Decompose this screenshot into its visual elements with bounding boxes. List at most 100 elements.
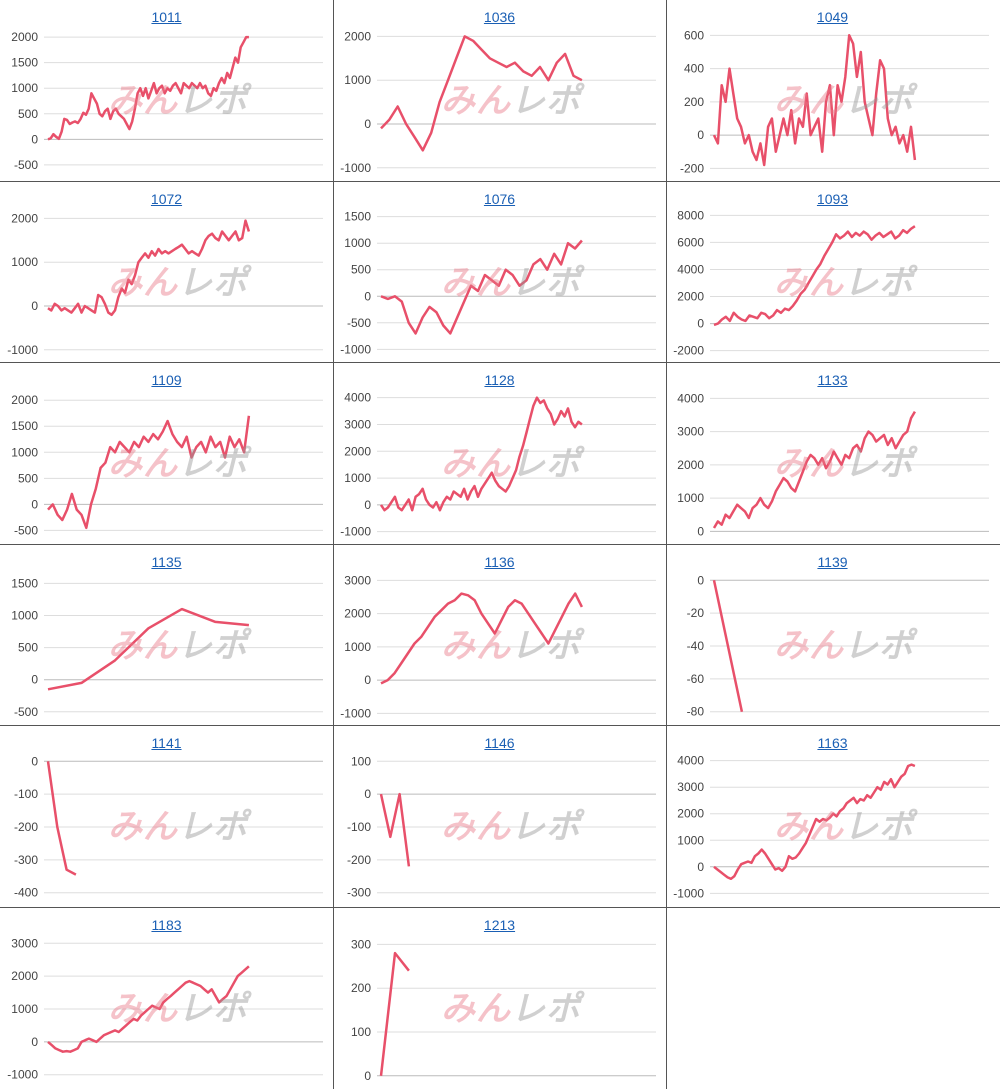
chart-cell: 1049 -200 0 200 400 600 みんレポ bbox=[666, 0, 999, 182]
chart-cell: 1072 -1000 0 1000 2000 みんレポ bbox=[0, 182, 333, 364]
chart-plot: -500 0 500 1000 1500 bbox=[11, 576, 323, 719]
y-tick-label: 1000 bbox=[677, 833, 704, 847]
chart-title-link[interactable]: 1128 bbox=[484, 372, 515, 388]
y-tick-label: 1500 bbox=[344, 210, 371, 224]
y-tick-label: 1000 bbox=[11, 445, 38, 459]
y-tick-label: -400 bbox=[14, 886, 38, 900]
y-tick-label: -300 bbox=[14, 853, 38, 867]
y-tick-label: 500 bbox=[351, 263, 371, 277]
y-tick-label: 1000 bbox=[11, 255, 38, 269]
y-tick-label: -500 bbox=[14, 523, 38, 537]
y-tick-label: 500 bbox=[18, 471, 38, 485]
chart-plot: -1000 0 1000 2000 3000 4000 bbox=[340, 391, 656, 539]
series-line bbox=[712, 410, 916, 529]
chart-title-link[interactable]: 1133 bbox=[817, 372, 848, 388]
y-tick-label: 2000 bbox=[11, 211, 38, 225]
chart-cell: 1011 -500 0 500 1000 1500 2000 みんレポ bbox=[0, 0, 333, 182]
y-tick-label: 2000 bbox=[11, 30, 38, 44]
grid-divider bbox=[0, 725, 1000, 726]
chart-title-link[interactable]: 1163 bbox=[817, 735, 848, 751]
series-line bbox=[47, 219, 251, 317]
chart-title-link[interactable]: 1036 bbox=[483, 9, 516, 25]
y-tick-label: 4000 bbox=[677, 754, 704, 768]
y-tick-label: 4000 bbox=[677, 262, 704, 276]
chart-plot: 0 1000 2000 3000 4000 bbox=[677, 391, 989, 538]
chart-title-link[interactable]: 1011 bbox=[151, 9, 182, 25]
y-tick-label: 1000 bbox=[11, 1002, 38, 1016]
y-tick-label: 2000 bbox=[344, 444, 371, 458]
y-tick-label: 0 bbox=[31, 132, 38, 146]
y-tick-label: 0 bbox=[697, 573, 704, 587]
chart-title-link[interactable]: 1136 bbox=[484, 554, 515, 570]
y-tick-label: 1000 bbox=[344, 73, 371, 87]
chart-title-link[interactable]: 1213 bbox=[483, 917, 516, 933]
y-tick-label: -1000 bbox=[7, 1068, 38, 1082]
chart-plot: -80 -60 -40 -20 0 bbox=[687, 573, 989, 719]
chart-title-link[interactable]: 1135 bbox=[151, 554, 182, 570]
y-tick-label: -2000 bbox=[673, 344, 704, 358]
y-tick-label: 200 bbox=[684, 95, 704, 109]
series-line bbox=[380, 239, 583, 335]
chart-title-link[interactable]: 1093 bbox=[816, 191, 849, 207]
y-tick-label: 3000 bbox=[11, 936, 38, 950]
chart-title-link[interactable]: 1109 bbox=[151, 372, 182, 388]
y-tick-label: 0 bbox=[31, 497, 38, 511]
chart-plot: -1000 0 1000 2000 bbox=[7, 211, 323, 357]
y-tick-label: 2000 bbox=[11, 393, 38, 407]
grid-divider bbox=[0, 362, 1000, 363]
chart-cell: 1133 0 1000 2000 3000 4000 みんレポ bbox=[666, 363, 999, 545]
chart-title-link[interactable]: 1139 bbox=[817, 554, 848, 570]
y-tick-label: -1000 bbox=[340, 706, 371, 720]
chart-title-link[interactable]: 1049 bbox=[816, 9, 849, 25]
chart-cell: 1128 -1000 0 1000 2000 3000 4000 みんレポ bbox=[333, 363, 666, 545]
y-tick-label: -200 bbox=[347, 853, 371, 867]
series-line bbox=[379, 951, 410, 1076]
series-line bbox=[379, 792, 411, 867]
chart-cell: 1141 -400 -300 -200 -100 0 みんレポ bbox=[0, 726, 333, 908]
y-tick-label: -1000 bbox=[7, 343, 38, 357]
chart-plot: -300 -200 -100 0 100 bbox=[347, 754, 656, 900]
chart-title-link[interactable]: 1141 bbox=[151, 735, 182, 751]
chart-title-link[interactable]: 1072 bbox=[150, 191, 183, 207]
y-tick-label: -1000 bbox=[673, 886, 704, 900]
chart-plot: -1000 0 1000 2000 3000 bbox=[7, 936, 323, 1082]
series-line bbox=[380, 592, 584, 685]
y-tick-label: 8000 bbox=[677, 208, 704, 222]
series-line bbox=[713, 225, 916, 327]
chart-cell: 1109 -500 0 500 1000 1500 2000 みんレポ bbox=[0, 363, 333, 545]
y-tick-label: 600 bbox=[684, 28, 704, 42]
series-line bbox=[380, 35, 583, 152]
y-tick-label: 4000 bbox=[344, 391, 371, 405]
y-tick-label: 0 bbox=[364, 498, 371, 512]
y-tick-label: 1000 bbox=[11, 609, 38, 623]
y-tick-label: 300 bbox=[351, 937, 371, 951]
chart-title-link[interactable]: 1146 bbox=[484, 735, 515, 751]
series-line bbox=[46, 761, 77, 876]
y-tick-label: 0 bbox=[364, 117, 371, 131]
y-tick-label: 6000 bbox=[677, 235, 704, 249]
y-tick-label: 0 bbox=[364, 787, 371, 801]
y-tick-label: 0 bbox=[31, 673, 38, 687]
grid-divider bbox=[0, 181, 1000, 182]
chart-title-link[interactable]: 1183 bbox=[151, 917, 182, 933]
y-tick-label: 2000 bbox=[344, 607, 371, 621]
chart-plot: -1000 -500 0 500 1000 1500 bbox=[340, 210, 656, 356]
series-line bbox=[379, 396, 583, 512]
series-line bbox=[713, 763, 916, 881]
y-tick-label: 1500 bbox=[11, 419, 38, 433]
y-tick-label: 0 bbox=[364, 673, 371, 687]
y-tick-label: 0 bbox=[31, 754, 38, 768]
chart-cell: 1135 -500 0 500 1000 1500 みんレポ bbox=[0, 545, 333, 727]
y-tick-label: 2000 bbox=[11, 969, 38, 983]
y-tick-label: -40 bbox=[687, 639, 705, 653]
y-tick-label: 0 bbox=[31, 1035, 38, 1049]
y-tick-label: -500 bbox=[14, 705, 38, 719]
series-line bbox=[47, 607, 250, 691]
chart-plot: -2000 0 2000 4000 6000 8000 bbox=[673, 208, 989, 358]
chart-cell: 1163 -1000 0 1000 2000 3000 4000 みんレポ bbox=[666, 726, 999, 908]
y-tick-label: -200 bbox=[680, 161, 704, 175]
chart-title-link[interactable]: 1076 bbox=[483, 191, 516, 207]
series-line bbox=[47, 35, 249, 141]
series-line bbox=[47, 965, 250, 1053]
y-tick-label: 3000 bbox=[677, 425, 704, 439]
